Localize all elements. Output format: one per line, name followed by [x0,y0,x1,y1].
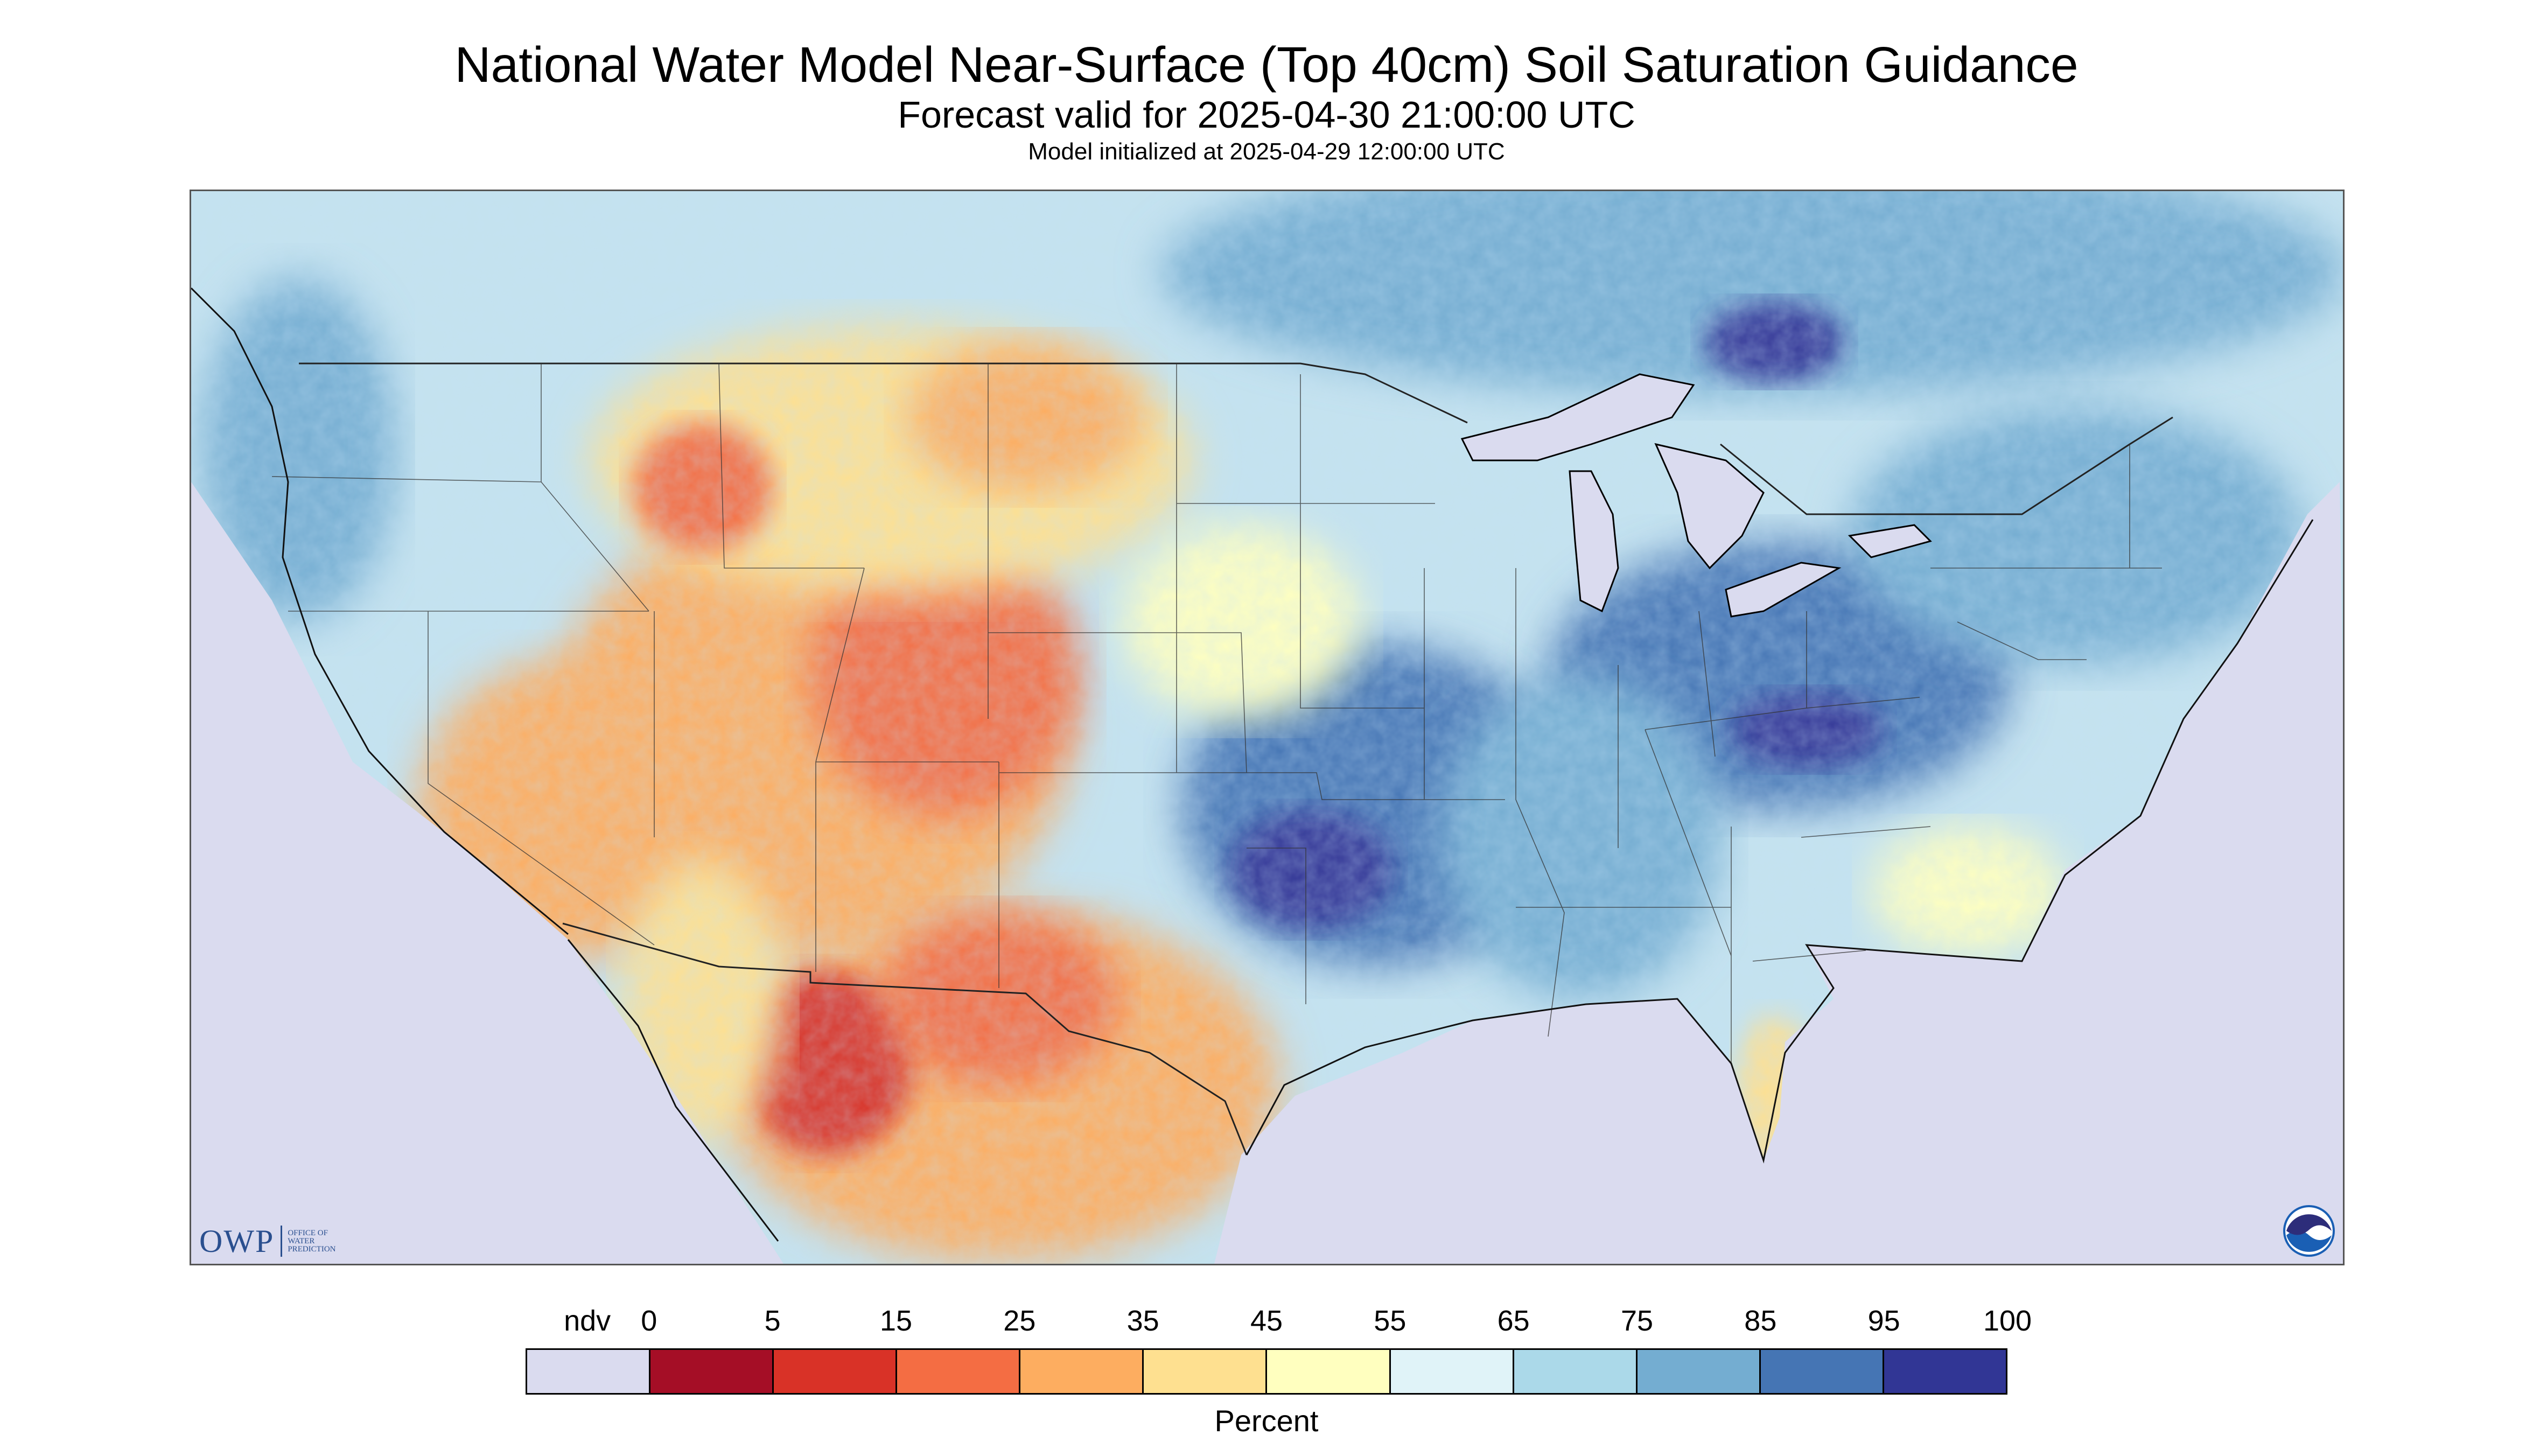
lake-ontario [1848,524,1932,558]
legend-swatch [897,1350,1021,1393]
lake-michigan [1569,470,1619,613]
legend-colorbar [526,1348,2007,1395]
legend-tick-label: 65 [1497,1305,1530,1337]
legend-swatch [1267,1350,1391,1393]
coastlines [191,287,2314,1242]
gulf-coast [1245,519,2314,1164]
us-canada-border [299,362,2173,515]
legend-swatch [1020,1350,1144,1393]
legend-tick-label: 5 [764,1305,781,1337]
legend-tick-label: 75 [1620,1305,1654,1337]
legend-swatch [1884,1350,2006,1393]
legend-swatch [1390,1350,1514,1393]
owp-logo-separator [281,1226,283,1257]
great-lakes [1460,373,1932,618]
owp-logo-line-2: WATER [288,1236,315,1245]
legend-tick-label: 95 [1867,1305,1900,1337]
legend-tick-label: ndv [564,1305,611,1337]
legend-tick-label: 25 [1003,1305,1036,1337]
state-boundaries [271,363,2162,1063]
us-mexico-border [562,922,1248,1156]
legend-swatch [1760,1350,1884,1393]
legend-tick-label: 55 [1374,1305,1407,1337]
baja-coast [567,939,779,1242]
legend-unit-label: Percent [1214,1404,1319,1438]
legend: ndv 0 5 15 25 35 45 55 65 75 85 95 100 Percent [526,1303,2032,1438]
legend-swatch [527,1350,651,1393]
legend-swatch [1144,1350,1268,1393]
owp-logo-mark: OWP [199,1223,275,1259]
west-coast [191,287,569,935]
soil-saturation-map [190,190,2345,1265]
legend-swatch [774,1350,898,1393]
legend-tick-label: 45 [1250,1305,1283,1337]
forecast-valid-time: Forecast valid for 2025-04-30 21:00:00 U… [898,94,1635,136]
legend-tick-label: 15 [879,1305,913,1337]
owp-logo-line-1: OFFICE OF [288,1228,328,1237]
legend-tick-label: 100 [1983,1305,2032,1337]
model-init-time: Model initialized at 2025-04-29 12:00:00… [1028,138,1505,165]
owp-logo-text: OFFICE OF WATER PREDICTION [288,1229,335,1254]
legend-tick-label: 0 [641,1305,657,1337]
legend-tick-label: 35 [1126,1305,1159,1337]
lake-erie [1725,562,1842,618]
legend-swatch [650,1350,774,1393]
legend-tick-label: 85 [1744,1305,1777,1337]
legend-swatch [1637,1350,1761,1393]
map-title: National Water Model Near-Surface (Top 4… [454,37,2079,93]
noaa-logo [2283,1205,2335,1257]
lake-huron [1654,443,1765,570]
owp-logo-line-3: PREDICTION [288,1244,336,1254]
legend-swatch [1514,1350,1638,1393]
owp-logo: OWP OFFICE OF WATER PREDICTION [199,1223,336,1259]
lake-superior [1460,373,1695,461]
